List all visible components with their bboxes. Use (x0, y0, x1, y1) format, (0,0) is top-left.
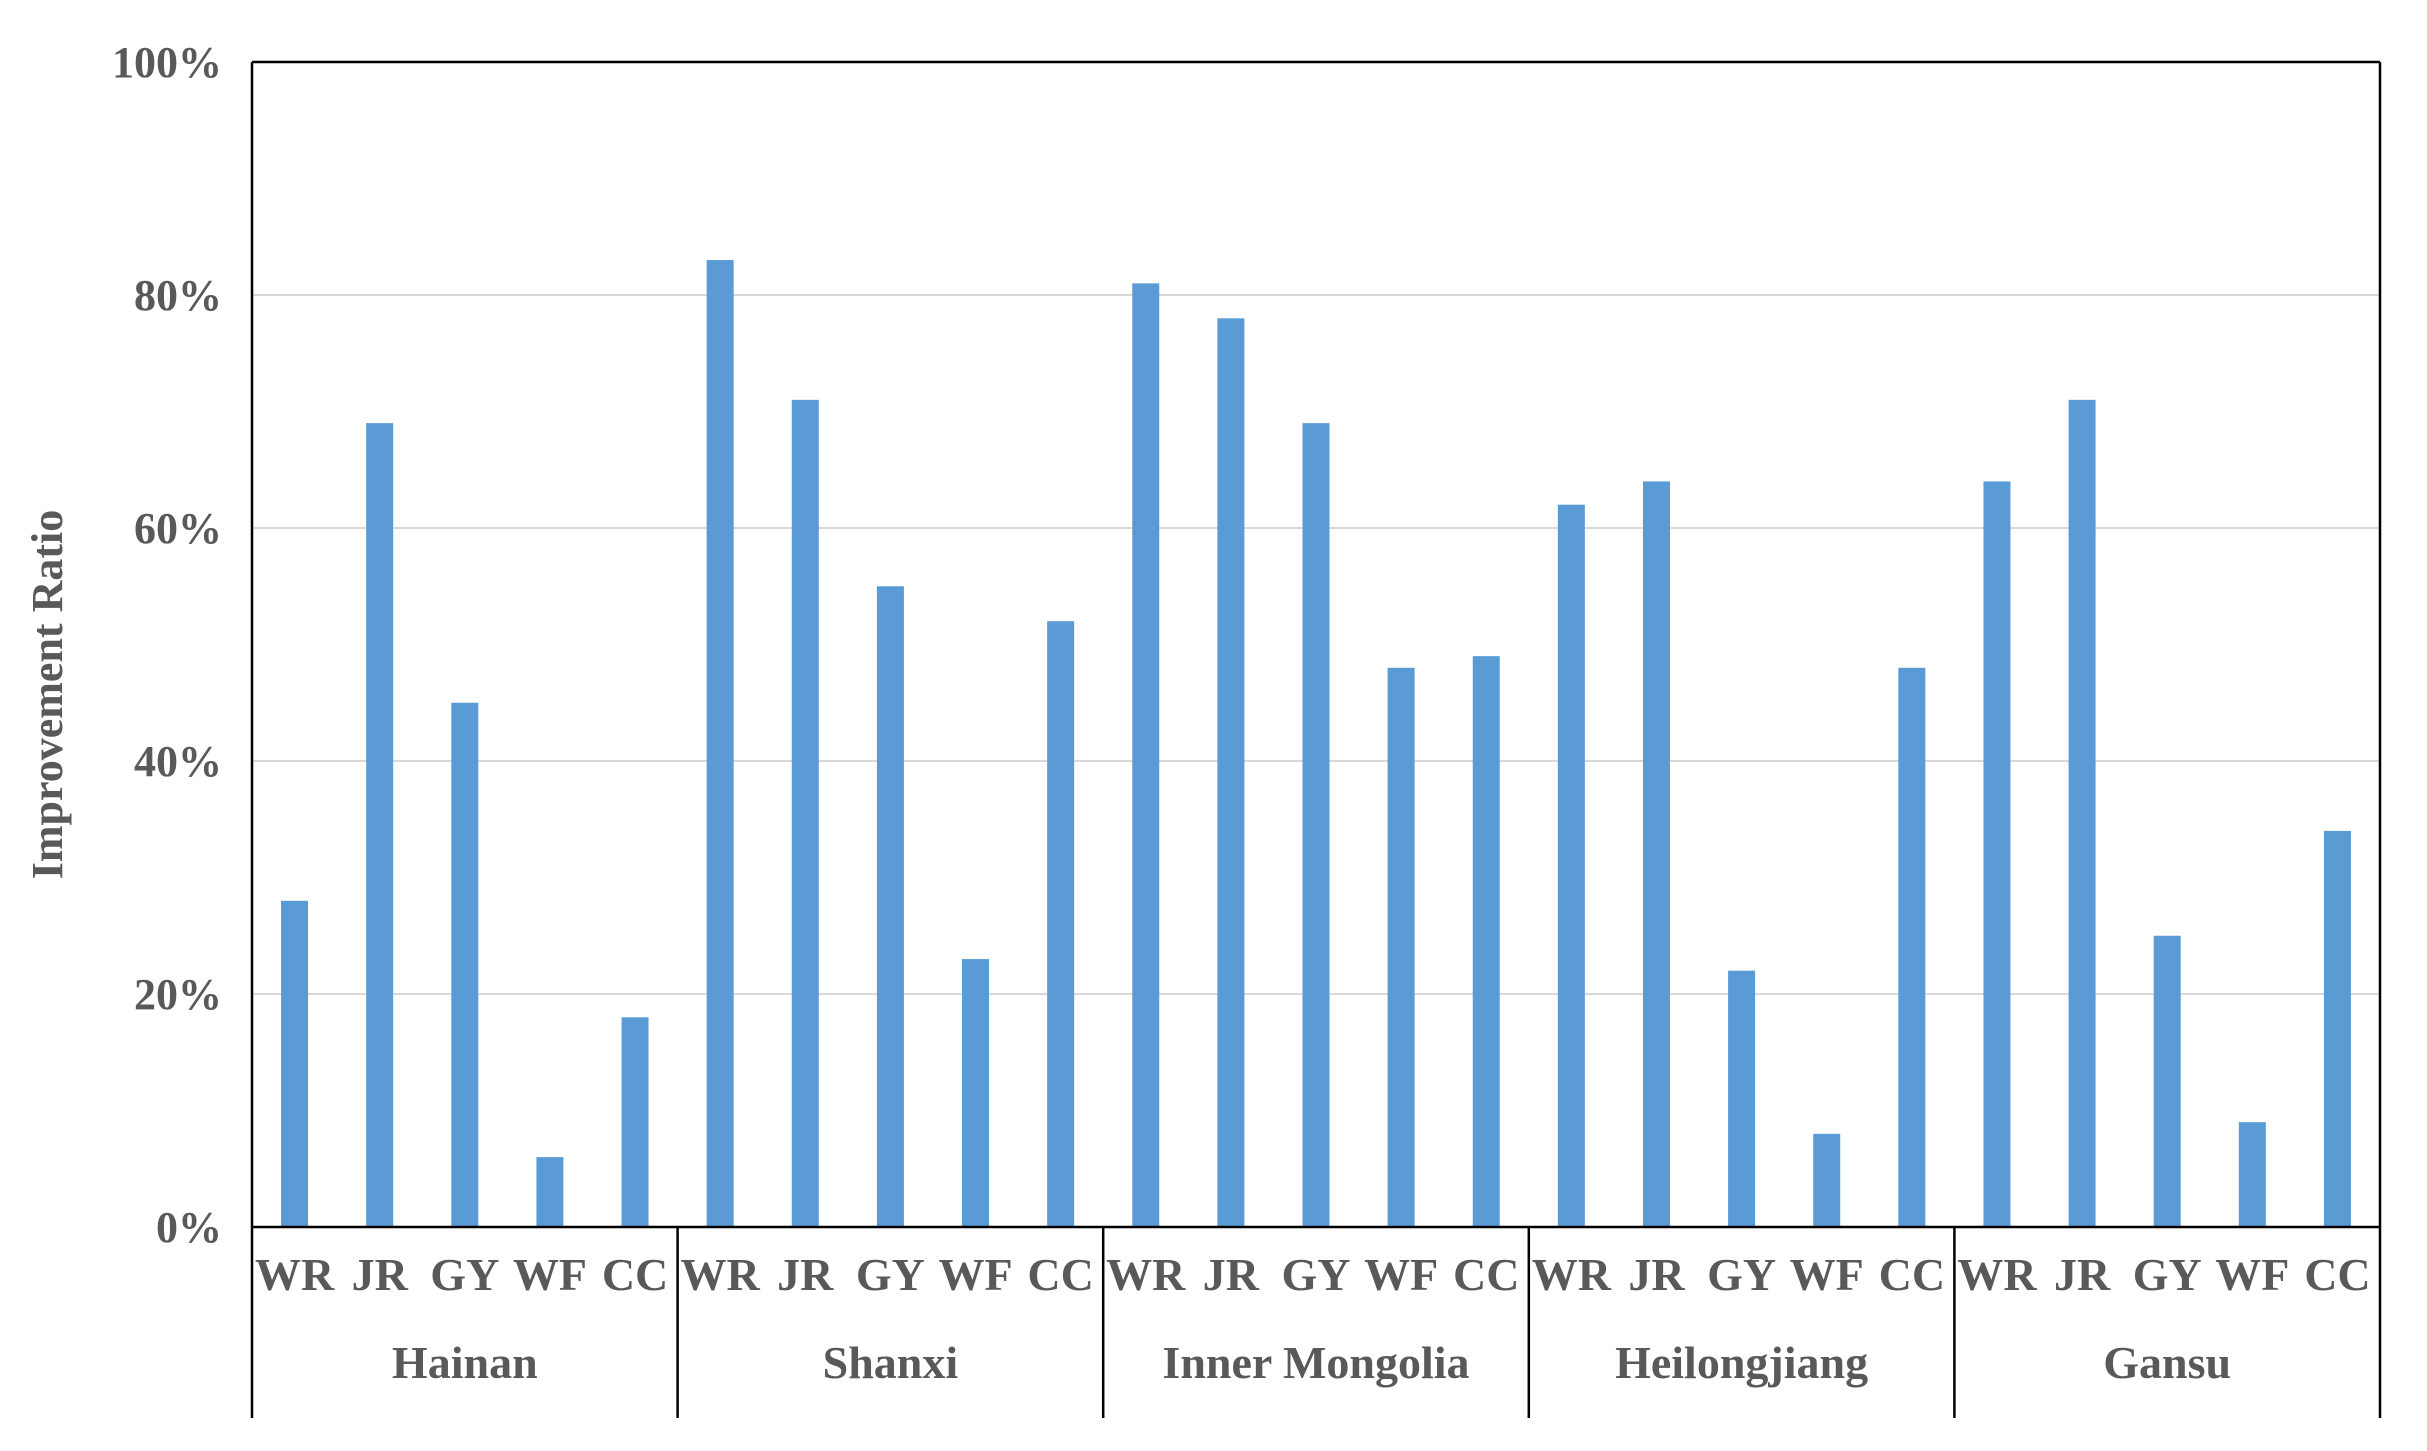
x-category-label: WR (1957, 1249, 2037, 1300)
bar (1132, 283, 1160, 1228)
x-category-label: GY (1707, 1249, 1776, 1300)
x-category-label: GY (1282, 1249, 1351, 1300)
x-category-label: CC (1879, 1249, 1945, 1300)
bar (1898, 667, 1926, 1227)
y-tick-label: 0% (156, 1203, 222, 1252)
x-category-label: GY (2133, 1249, 2202, 1300)
bar (1728, 970, 1756, 1227)
bar (2238, 1122, 2266, 1227)
y-tick-label: 20% (134, 970, 222, 1019)
bar (1557, 504, 1585, 1227)
bars (281, 260, 2351, 1228)
x-category-label: CC (1453, 1249, 1519, 1300)
y-tick-label: 80% (134, 271, 222, 320)
bar (876, 586, 904, 1227)
x-category-label: GY (856, 1249, 925, 1300)
y-tick-label: 40% (134, 737, 222, 786)
group-label: Heilongjiang (1615, 1337, 1868, 1388)
bar (1302, 423, 1330, 1227)
bar (2068, 399, 2096, 1228)
x-category-label: JR (1203, 1249, 1260, 1300)
x-category-label: CC (1027, 1249, 1093, 1300)
bar (621, 1017, 649, 1227)
bar (536, 1157, 564, 1227)
bar (1217, 318, 1245, 1227)
y-axis-title: Improvement Ratio (23, 510, 72, 879)
x-category-label: CC (602, 1249, 668, 1300)
y-tick-label: 60% (134, 504, 222, 553)
labels: 0% 20% 40% 60% 80% 100% WR JR GY WF CC Hainan WR JR GY… (112, 38, 2371, 1388)
bar (1472, 656, 1500, 1227)
bar (1047, 621, 1075, 1227)
group-label: Gansu (2103, 1337, 2231, 1388)
x-category-label: WF (1364, 1249, 1438, 1300)
x-category-label: JR (1628, 1249, 1685, 1300)
bar (791, 399, 819, 1228)
x-category-label: WF (2215, 1249, 2289, 1300)
group-label: Hainan (392, 1337, 538, 1388)
bar (1813, 1133, 1841, 1227)
x-category-label: WR (1106, 1249, 1186, 1300)
bar (1983, 481, 2011, 1227)
bar (962, 959, 990, 1227)
x-category-label: WR (681, 1249, 761, 1300)
x-category-label: GY (430, 1249, 499, 1300)
bar (1642, 481, 1670, 1227)
x-category-label: WF (938, 1249, 1012, 1300)
bar (281, 900, 309, 1227)
bar (2153, 935, 2181, 1227)
group-label: Inner Mongolia (1162, 1337, 1469, 1388)
x-category-label: JR (352, 1249, 409, 1300)
y-tick-label: 100% (112, 38, 222, 87)
x-category-label: WF (513, 1249, 587, 1300)
x-category-label: WR (1532, 1249, 1612, 1300)
bar (451, 702, 479, 1227)
x-category-label: JR (2054, 1249, 2111, 1300)
bar (1387, 667, 1415, 1227)
x-category-label: WR (255, 1249, 335, 1300)
axes (250, 60, 2382, 1418)
x-category-label: JR (777, 1249, 834, 1300)
group-label: Shanxi (823, 1337, 959, 1388)
bar (2323, 830, 2351, 1227)
x-category-label: WF (1790, 1249, 1864, 1300)
x-category-label: CC (2304, 1249, 2370, 1300)
bar (366, 423, 394, 1227)
bar (706, 260, 734, 1227)
